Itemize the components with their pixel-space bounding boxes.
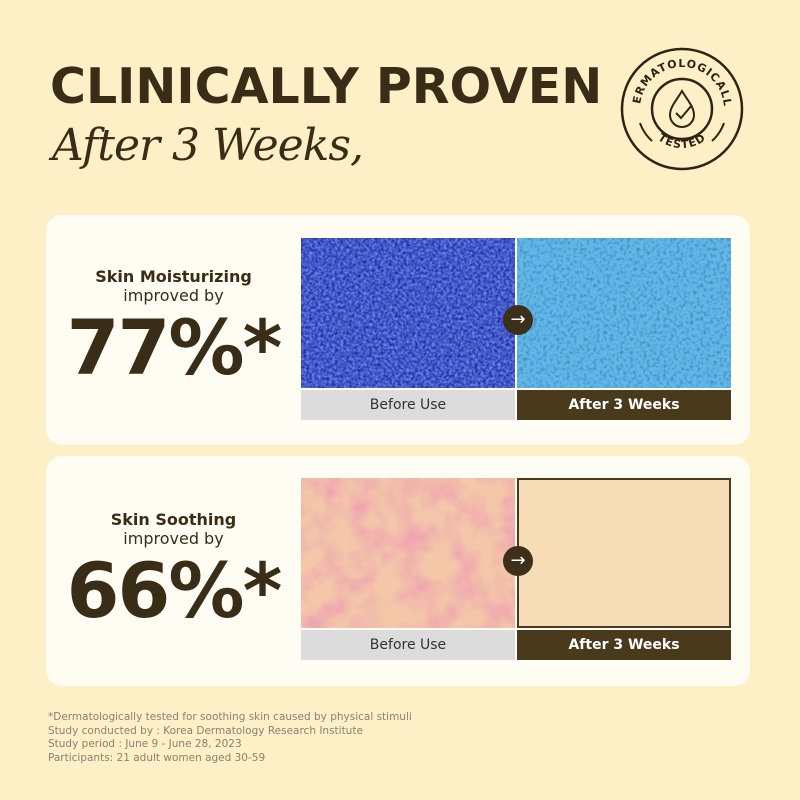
stat-sublabel: improved by [123, 286, 224, 305]
moisturizing-stat: Skin Moisturizing improved by 77%* [46, 267, 301, 391]
study-footnotes: *Dermatologically tested for soothing sk… [48, 711, 412, 765]
footnote-period: Study period : June 9 - June 28, 2023 [48, 738, 242, 750]
before-use-label: Before Use [301, 390, 515, 420]
soothing-stat: Skin Soothing improved by 66%* [46, 510, 301, 634]
stat-sublabel: improved by [123, 529, 224, 548]
soothing-result-card: Skin Soothing improved by 66%* → Before … [46, 456, 750, 686]
svg-text:TESTED: TESTED [656, 131, 709, 151]
page-title: CLINICALLY PROVEN [50, 58, 603, 115]
after-3-weeks-label: After 3 Weeks [517, 630, 731, 660]
svg-text:DERMATOLOGICALLY: DERMATOLOGICALLY [618, 45, 734, 107]
before-use-image [301, 478, 515, 628]
stat-label: Skin Moisturizing [95, 267, 252, 286]
badge-top-text: DERMATOLOGICALLY [618, 45, 733, 107]
arrow-right-icon: → [503, 546, 533, 576]
stat-percent: 77%* [66, 303, 283, 392]
footnote-participants: Participants: 21 adult women aged 30-59 [48, 751, 266, 764]
before-use-image [301, 238, 515, 388]
drop-check-icon [668, 89, 696, 128]
after-3-weeks-image [517, 238, 731, 388]
arrow-right-icon: → [503, 305, 533, 335]
footnote-disclaimer: *Dermatologically tested for soothing sk… [48, 711, 412, 723]
moisturizing-result-card: Skin Moisturizing improved by 77%* → Bef… [46, 215, 750, 445]
stat-label: Skin Soothing [110, 510, 237, 529]
page-subtitle: After 3 Weeks, [52, 120, 364, 171]
badge-bottom-text: TESTED [656, 131, 708, 151]
after-3-weeks-label: After 3 Weeks [517, 390, 731, 420]
footnote-institute: Study conducted by : Korea Dermatology R… [48, 724, 363, 737]
stat-percent: 66%* [66, 546, 283, 635]
before-use-label: Before Use [301, 630, 515, 660]
dermatologically-tested-badge: DERMATOLOGICALLY TESTED [618, 45, 744, 171]
after-3-weeks-image [517, 478, 731, 628]
